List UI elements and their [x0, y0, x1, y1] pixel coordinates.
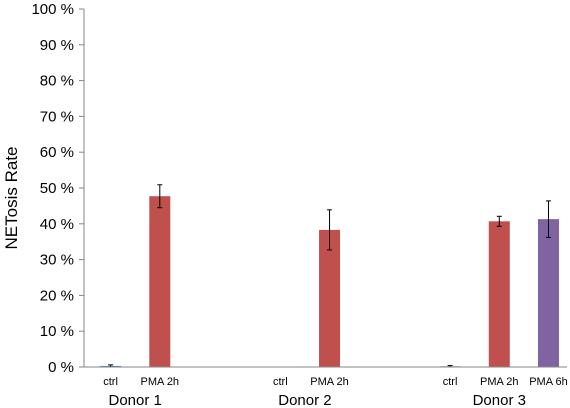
y-tick-label: 100 % — [31, 1, 74, 18]
y-tick-label: 60 % — [40, 144, 74, 161]
y-axis: 0 % 10 % 20 % 30 % 40 % 50 % 60 % 70 % 80 % 90 % 1… — [31, 1, 85, 376]
donor-group-label: Donor 1 — [109, 392, 162, 408]
y-tick-label: 70 % — [40, 108, 74, 125]
bar — [319, 229, 341, 367]
y-tick-label: 40 % — [40, 216, 74, 233]
y-tick-label: 90 % — [40, 37, 74, 54]
bar — [149, 196, 171, 367]
x-category-label: PMA 2h — [480, 376, 519, 388]
y-axis-title: NETosis Rate — [2, 147, 21, 250]
x-category-label: PMA 2h — [310, 376, 349, 388]
x-category-label: ctrl — [443, 376, 458, 388]
bars — [100, 196, 559, 367]
x-category-label: ctrl — [103, 376, 118, 388]
y-tick-label: 30 % — [40, 252, 74, 269]
bar — [537, 219, 559, 367]
y-tick-label: 80 % — [40, 73, 74, 90]
x-category-label: PMA 2h — [141, 376, 180, 388]
y-tick-label: 10 % — [40, 323, 74, 340]
x-axis: ctrl PMA 2h Donor 1 ctrl PMA 2h Donor 2 ctrl PM… — [84, 366, 568, 408]
bar — [488, 221, 510, 367]
donor-group-label: Donor 2 — [278, 392, 331, 408]
x-category-label: ctrl — [273, 376, 288, 388]
y-tick-label: 0 % — [48, 359, 74, 376]
x-category-label: PMA 6h — [529, 376, 568, 388]
y-tick-label: 20 % — [40, 287, 74, 304]
donor-group-label: Donor 3 — [473, 392, 526, 408]
y-tick-label: 50 % — [40, 180, 74, 197]
